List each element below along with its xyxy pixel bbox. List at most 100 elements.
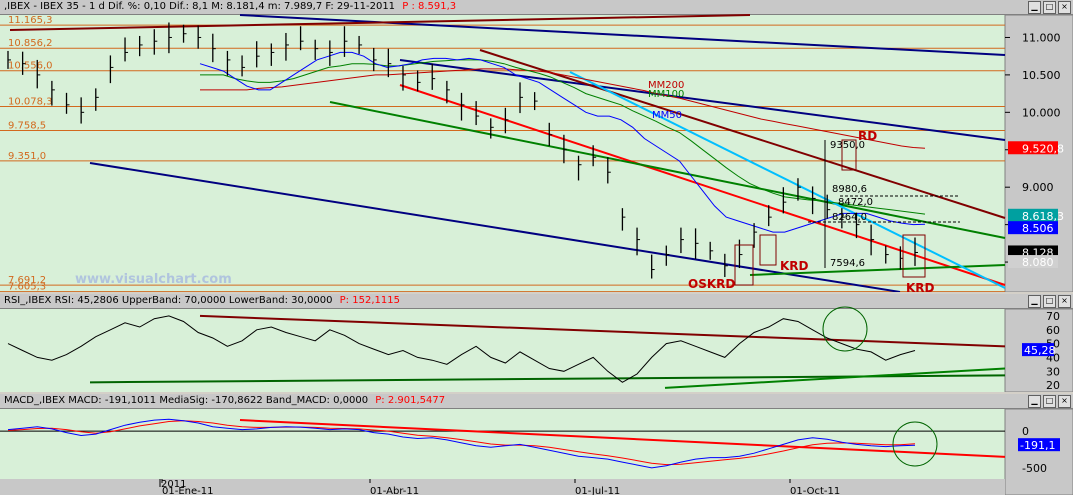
price-label: 8.080 (1022, 256, 1054, 269)
rsi-trendline-red (199, 314, 1006, 348)
rsi-y-tick-label: 60 (1046, 324, 1060, 337)
y-tick-label: 10.500 (1022, 69, 1061, 82)
macd-signal-line (7, 420, 916, 466)
level-label: 9.758,5 (8, 120, 46, 131)
level-label: 9.351,0 (8, 151, 46, 162)
price-header-text: ,IBEX - IBEX 35 - 1 d Dif. %: 0,10 Dif.:… (4, 1, 396, 12)
chart-annotation: 8264,0 (832, 212, 867, 223)
mm50-line (199, 51, 926, 233)
macd-header: MACD_,IBEX MACD: -191,1011 MediaSig: -17… (0, 394, 1073, 409)
mm200-line (200, 68, 926, 149)
price-window-buttons: ▁ □ × (1028, 1, 1071, 14)
close-icon[interactable]: × (1058, 1, 1071, 14)
annotation-box (734, 244, 754, 286)
rsi-header-p: P: 152,1115 (339, 295, 400, 306)
rsi-y-tick-label: 20 (1046, 379, 1060, 392)
chart-annotation: MM100 (648, 89, 684, 100)
close-icon[interactable]: × (1058, 295, 1071, 308)
macd-trendline (239, 419, 1006, 458)
level-label: 10.556,0 (8, 61, 53, 72)
chart-annotation: OSKRD (688, 277, 735, 291)
rsi-header: RSI_,IBEX RSI: 45,2806 UpperBand: 70,000… (0, 294, 1073, 309)
macd-pane[interactable]: MACD_,IBEX MACD: -191,1011 MediaSig: -17… (0, 394, 1073, 495)
mm100-line (200, 59, 926, 215)
maximize-icon[interactable]: □ (1043, 395, 1056, 408)
minimize-icon[interactable]: ▁ (1028, 295, 1041, 308)
chart-annotation: RD (858, 129, 877, 143)
price-label-bg (1008, 255, 1058, 269)
chart-annotation: 7594,6 (830, 258, 865, 269)
watermark: www.visualchart.com (75, 272, 232, 287)
annotation-box (759, 234, 777, 266)
level-label: 10.078,3 (8, 96, 53, 107)
y-axis-area (1004, 408, 1073, 495)
trendline-darkred (479, 49, 1006, 219)
close-icon[interactable]: × (1058, 395, 1071, 408)
price-header: ,IBEX - IBEX 35 - 1 d Dif. %: 0,10 Dif.:… (0, 0, 1073, 15)
annotation-box (902, 234, 926, 278)
level-label: 7.691,2 (8, 275, 46, 286)
macd-y-tick-label: 0 (1022, 425, 1029, 438)
trendline-red (399, 84, 1006, 286)
price-pane[interactable]: ,IBEX - IBEX 35 - 1 d Dif. %: 0,10 Dif.:… (0, 0, 1073, 292)
rsi-value-label: 45,28 (1024, 344, 1056, 357)
chart-annotation: KRD (780, 259, 809, 273)
rsi-value-bg (1022, 343, 1054, 357)
rsi-highlight-circle (822, 306, 868, 352)
trendline-green (329, 101, 1006, 239)
macd-value-bg (1018, 438, 1060, 452)
level-label: 7.605,3 (8, 282, 46, 292)
minimize-icon[interactable]: ▁ (1028, 395, 1041, 408)
x-tick-label: 01-Oct-11 (790, 486, 840, 495)
plot-area (0, 15, 1005, 292)
price-label: 8.618,3 (1022, 210, 1064, 223)
rsi-trendline-green2 (664, 367, 1006, 389)
y-tick-label: 9.000 (1022, 181, 1054, 194)
macd-highlight-circle (892, 421, 938, 467)
chart-annotation: 9350,0 (830, 140, 865, 151)
annotation-box (841, 139, 857, 171)
chart-annotation: MM200 (648, 80, 684, 91)
trendline-cyan (569, 71, 1006, 289)
rsi-chart-svg: 70605040302045,28 (0, 306, 1073, 392)
price-label-bg (1008, 221, 1058, 235)
trendline-lower-blue (89, 162, 901, 292)
y-tick-label: 11.000 (1022, 31, 1061, 44)
chart-annotation: MM50 (652, 110, 682, 121)
level-label: 11.165,3 (8, 15, 53, 26)
chart-annotation: KRD (906, 281, 935, 292)
chart-annotation: 8472,0 (838, 197, 873, 208)
x-tick-label: 01-Jul-11 (575, 486, 620, 495)
price-label: 9.520,8 (1022, 142, 1064, 155)
maximize-icon[interactable]: □ (1043, 295, 1056, 308)
price-label-bg (1008, 208, 1058, 222)
rsi-y-tick-label: 30 (1046, 365, 1060, 378)
price-label-bg (1008, 141, 1058, 155)
rsi-header-text: RSI_,IBEX RSI: 45,2806 UpperBand: 70,000… (4, 295, 333, 306)
price-label: 8.506 (1022, 222, 1054, 235)
x-tick-label: 01-Abr-11 (370, 486, 419, 495)
macd-line (7, 418, 916, 469)
macd-header-text: MACD_,IBEX MACD: -191,1011 MediaSig: -17… (4, 395, 369, 406)
price-header-p: P : 8.591,3 (402, 1, 457, 12)
maximize-icon[interactable]: □ (1043, 1, 1056, 14)
rsi-y-tick-label: 70 (1046, 310, 1060, 323)
x-tick-label: 2011 (161, 479, 186, 490)
macd-window-buttons: ▁ □ × (1028, 395, 1071, 408)
price-chart-svg: 11.165,3 10.856,2 10.556,0 10.078,3 9.758,5 9… (0, 14, 1073, 292)
trendline-mid-blue (399, 59, 1006, 141)
rsi-pane[interactable]: RSI_,IBEX RSI: 45,2806 UpperBand: 70,000… (0, 294, 1073, 392)
minimize-icon[interactable]: ▁ (1028, 1, 1041, 14)
macd-header-p: P: 2.901,5477 (375, 395, 446, 406)
trendline-upper-darkred (9, 14, 751, 31)
level-label: 10.856,2 (8, 38, 53, 49)
x-axis-area (0, 479, 1005, 495)
x-tick-label: 01-Ene-11 (162, 486, 213, 495)
rsi-window-buttons: ▁ □ × (1028, 295, 1071, 308)
rsi-line (7, 315, 916, 383)
chart-annotation: 8980,6 (832, 184, 867, 195)
y-tick-label: 10.000 (1022, 106, 1061, 119)
macd-y-tick-label: -500 (1022, 462, 1047, 475)
